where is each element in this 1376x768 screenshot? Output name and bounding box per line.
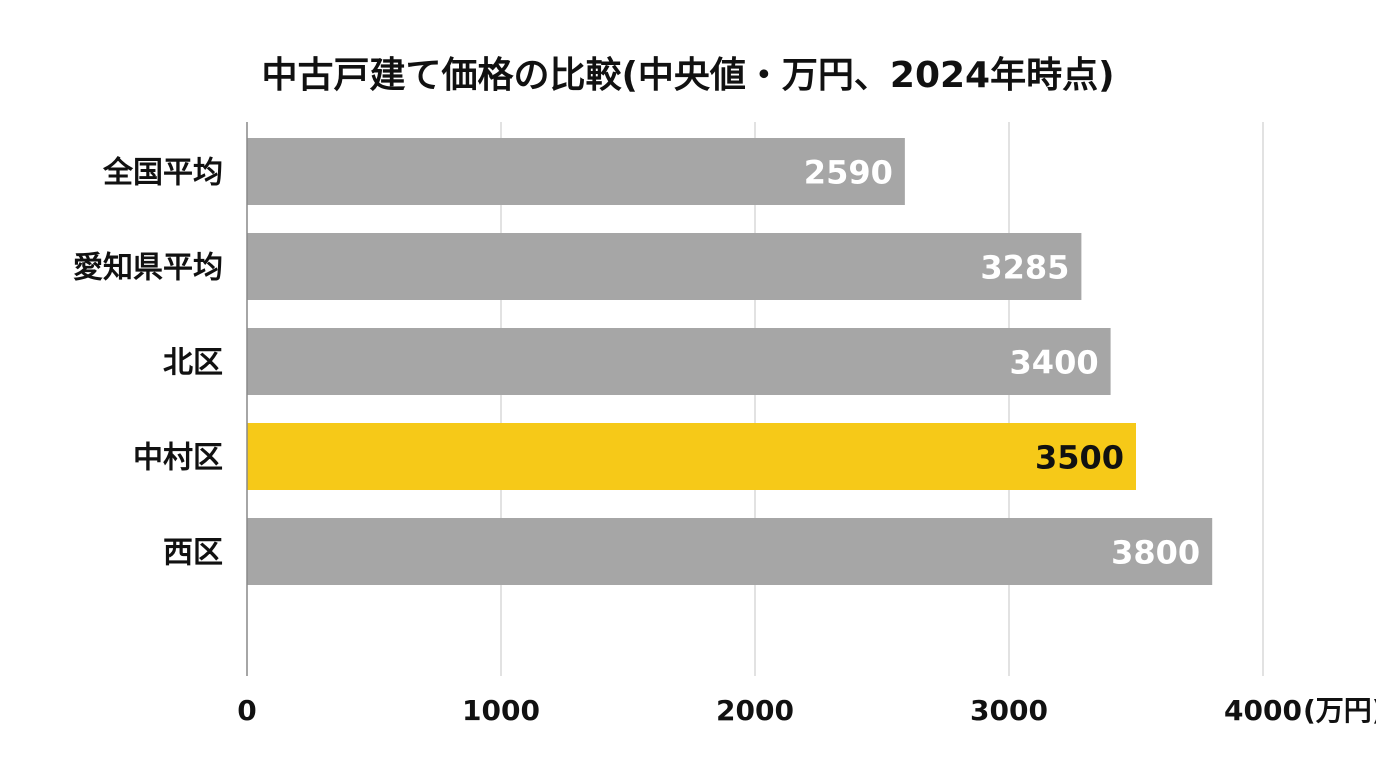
bar-3 [247, 423, 1136, 490]
value-label-2: 3400 [1010, 344, 1099, 382]
value-label-4: 3800 [1111, 534, 1200, 572]
x-tick-label-2000: 2000 [716, 694, 794, 727]
category-label-0: 全国平均 [102, 156, 223, 191]
value-label-0: 2590 [804, 154, 893, 192]
x-tick-label-1000: 1000 [462, 694, 540, 727]
chart-title: 中古戸建て価格の比較(中央値・万円、2024年時点) [261, 55, 1115, 96]
value-label-1: 3285 [980, 249, 1069, 287]
category-label-2: 北区 [163, 346, 223, 381]
x-tick-label-4000: 4000 [1224, 694, 1302, 727]
x-unit-label: (万円) [1303, 694, 1376, 727]
category-label-3: 中村区 [133, 441, 223, 476]
value-label-3: 3500 [1035, 439, 1124, 477]
bar-1 [247, 233, 1082, 300]
bar-0 [247, 138, 905, 205]
x-tick-label-0: 0 [237, 694, 256, 727]
x-tick-label-3000: 3000 [970, 694, 1048, 727]
category-label-4: 西区 [163, 536, 223, 571]
bar-4 [247, 518, 1213, 585]
category-label-1: 愛知県平均 [73, 251, 223, 286]
bar-2 [247, 328, 1111, 395]
